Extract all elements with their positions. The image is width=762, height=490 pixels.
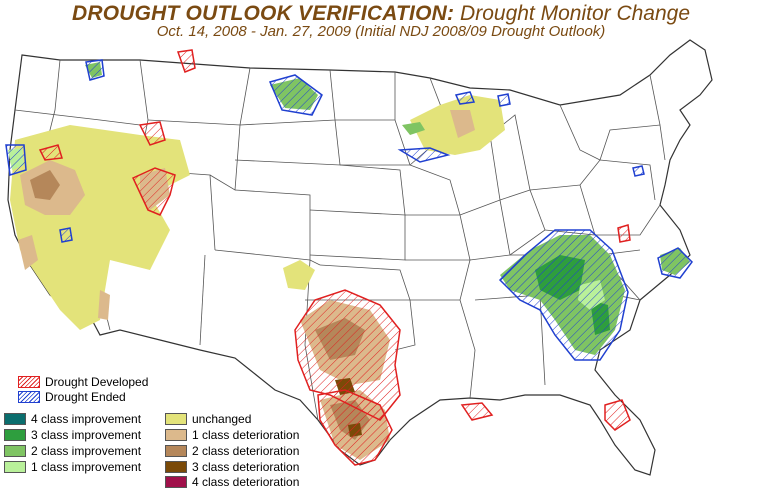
drought-ended-regions (5, 59, 693, 361)
legend-improvement-1: 1 class improvement (4, 460, 141, 474)
legend-swatch (165, 445, 187, 457)
legend-label: 4 class improvement (31, 412, 142, 426)
legend-deterioration-2: 2 class deterioration (165, 444, 299, 458)
legend-improvement-3: 3 class improvement (4, 428, 141, 442)
legend-label: 3 class improvement (31, 428, 142, 442)
legend-label: Drought Ended (45, 390, 126, 404)
legend-label: Drought Developed (45, 375, 149, 389)
legend-label: 2 class deterioration (192, 444, 300, 458)
legend-unchanged: unchanged (165, 412, 251, 426)
title-part2: Drought Monitor Change (460, 2, 691, 25)
legend-label: 1 class deterioration (192, 428, 300, 442)
legend-label: 3 class deterioration (192, 460, 300, 474)
legend-swatch (18, 376, 40, 388)
legend-drought-developed: Drought Developed (18, 375, 148, 389)
map-subtitle: Oct. 14, 2008 - Jan. 27, 2009 (Initial N… (156, 23, 606, 40)
legend-improvement-2: 2 class improvement (4, 444, 141, 458)
legend-label: 2 class improvement (31, 444, 142, 458)
legend-deterioration-1: 1 class deterioration (165, 428, 299, 442)
legend-deterioration-3: 3 class deterioration (165, 460, 299, 474)
legend-swatch (165, 413, 187, 425)
legend-swatch (4, 429, 26, 441)
legend-swatch (165, 476, 187, 488)
legend-drought-ended: Drought Ended (18, 390, 126, 404)
legend-label: 1 class improvement (31, 460, 142, 474)
legend-swatch (4, 461, 26, 473)
legend-swatch (18, 391, 40, 403)
legend-deterioration-4: 4 class deterioration (165, 475, 299, 489)
legend-swatch (4, 413, 26, 425)
legend-swatch (4, 445, 26, 457)
title-part1: DROUGHT OUTLOOK VERIFICATION: (71, 2, 455, 25)
legend-swatch (165, 429, 187, 441)
legend-improvement-4: 4 class improvement (4, 412, 141, 426)
drought-developed-regions (38, 49, 631, 466)
legend-label: 4 class deterioration (192, 475, 300, 489)
legend-label: unchanged (192, 412, 252, 426)
map-title: DROUGHT OUTLOOK VERIFICATION: Drought Mo… (0, 2, 762, 26)
legend-swatch (165, 461, 187, 473)
